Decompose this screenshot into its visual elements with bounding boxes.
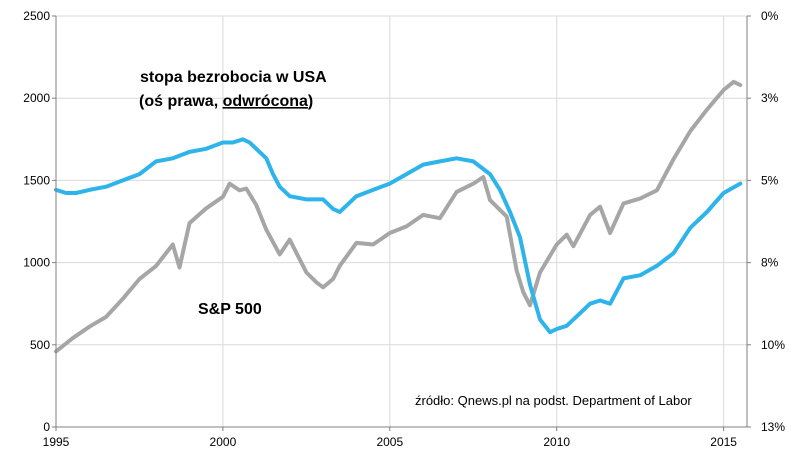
unemployment-label-line2: (oś prawa, odwrócona) — [139, 93, 313, 110]
bottom-tick-label: 1995 — [43, 435, 70, 449]
left-tick-label: 2500 — [23, 9, 50, 23]
unemployment-series-line — [54, 137, 743, 335]
left-tick-label: 1000 — [23, 256, 50, 270]
source-note: źródło: Qnews.pl na podst. Department of… — [415, 393, 692, 408]
bottom-tick-label: 2005 — [376, 435, 403, 449]
left-tick-label: 500 — [30, 338, 50, 352]
left-tick-label: 0 — [43, 420, 50, 434]
bottom-tick-label: 2010 — [543, 435, 570, 449]
right-tick-label: 0% — [761, 9, 779, 23]
right-tick-label: 8% — [761, 256, 779, 270]
left-axis-ticks: 0 500 1000 1500 2000 2500 — [23, 9, 56, 434]
unemployment-label-underlined: odwrócona — [223, 93, 308, 110]
unemployment-label-suffix: ) — [308, 93, 313, 110]
unemployment-label-line1: stopa bezrobocia w USA — [140, 69, 327, 86]
right-tick-label: 3% — [761, 91, 779, 105]
left-tick-label: 1500 — [23, 173, 50, 187]
bottom-tick-label: 2000 — [210, 435, 237, 449]
right-tick-label: 13% — [761, 420, 785, 434]
right-tick-label: 5% — [761, 173, 779, 187]
left-tick-label: 2000 — [23, 91, 50, 105]
gridlines — [56, 15, 747, 427]
sp500-label: S&P 500 — [198, 301, 262, 318]
sp500-series-line — [54, 79, 743, 354]
right-tick-label: 10% — [761, 338, 785, 352]
unemployment-label-prefix: (oś prawa, — [139, 93, 223, 110]
right-axis-ticks: 0% 3% 5% 8% 10% 13% — [747, 9, 785, 434]
bottom-tick-label: 2015 — [710, 435, 737, 449]
bottom-axis-ticks: 1995 2000 2005 2010 2015 — [43, 427, 737, 449]
series-layer — [54, 79, 743, 354]
